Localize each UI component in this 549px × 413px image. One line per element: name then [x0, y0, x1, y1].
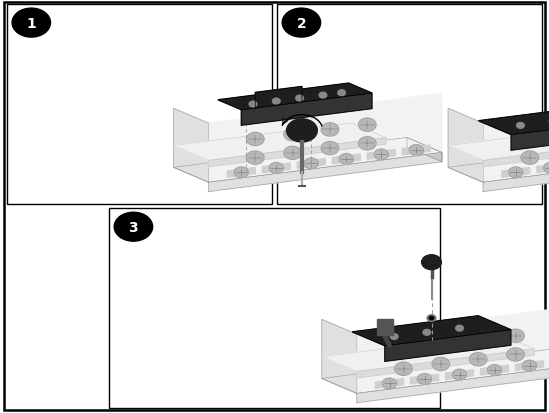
Polygon shape — [322, 320, 357, 393]
Circle shape — [469, 334, 487, 347]
Polygon shape — [407, 138, 442, 162]
Polygon shape — [367, 150, 395, 160]
Polygon shape — [227, 168, 255, 178]
Circle shape — [338, 90, 345, 96]
Circle shape — [321, 142, 339, 155]
Polygon shape — [385, 330, 511, 361]
FancyBboxPatch shape — [277, 5, 542, 204]
Circle shape — [432, 358, 450, 371]
Circle shape — [284, 147, 301, 160]
Circle shape — [247, 133, 264, 146]
Circle shape — [296, 96, 304, 102]
Circle shape — [422, 255, 441, 270]
Circle shape — [469, 353, 487, 366]
Circle shape — [358, 119, 376, 132]
Circle shape — [374, 150, 389, 160]
Polygon shape — [402, 146, 430, 156]
Polygon shape — [357, 364, 549, 403]
Polygon shape — [411, 374, 439, 384]
Polygon shape — [357, 349, 534, 378]
Polygon shape — [209, 153, 442, 192]
Circle shape — [12, 9, 51, 38]
Polygon shape — [483, 94, 549, 183]
Polygon shape — [209, 138, 386, 167]
Polygon shape — [502, 168, 530, 178]
Circle shape — [417, 374, 432, 385]
Circle shape — [488, 365, 502, 375]
Circle shape — [284, 128, 301, 142]
Polygon shape — [446, 370, 473, 380]
Circle shape — [523, 360, 537, 371]
Circle shape — [456, 325, 463, 331]
Circle shape — [507, 330, 524, 343]
Circle shape — [432, 339, 450, 352]
Polygon shape — [173, 109, 209, 183]
Circle shape — [287, 119, 317, 142]
Circle shape — [423, 330, 430, 335]
Polygon shape — [242, 94, 372, 126]
Circle shape — [390, 334, 398, 339]
Polygon shape — [322, 334, 534, 372]
Polygon shape — [537, 164, 549, 173]
Circle shape — [544, 163, 549, 174]
Polygon shape — [483, 138, 549, 167]
Polygon shape — [209, 94, 442, 183]
Polygon shape — [218, 84, 372, 110]
Circle shape — [234, 168, 248, 178]
Polygon shape — [322, 349, 549, 393]
Circle shape — [521, 152, 539, 165]
Text: 3: 3 — [128, 220, 138, 234]
Circle shape — [321, 123, 339, 137]
FancyBboxPatch shape — [377, 319, 393, 336]
Polygon shape — [357, 305, 549, 393]
Circle shape — [427, 315, 436, 322]
Circle shape — [395, 362, 412, 375]
Circle shape — [507, 348, 524, 361]
Text: 2: 2 — [296, 17, 306, 31]
Circle shape — [247, 152, 264, 165]
Circle shape — [429, 317, 434, 320]
Polygon shape — [478, 105, 549, 135]
Polygon shape — [448, 123, 549, 161]
FancyBboxPatch shape — [109, 209, 440, 408]
Circle shape — [409, 145, 423, 156]
Polygon shape — [480, 365, 508, 375]
Circle shape — [304, 159, 318, 169]
Circle shape — [272, 99, 280, 105]
Polygon shape — [516, 361, 544, 370]
Circle shape — [114, 213, 153, 242]
Circle shape — [517, 123, 524, 129]
Circle shape — [339, 154, 354, 165]
Polygon shape — [262, 164, 290, 173]
Polygon shape — [332, 154, 360, 164]
Circle shape — [249, 102, 257, 108]
FancyBboxPatch shape — [7, 5, 272, 204]
FancyBboxPatch shape — [4, 3, 545, 410]
Circle shape — [319, 93, 327, 99]
Polygon shape — [448, 138, 549, 183]
Polygon shape — [298, 159, 325, 169]
Circle shape — [452, 369, 467, 380]
Circle shape — [395, 344, 412, 357]
Circle shape — [508, 168, 523, 178]
Polygon shape — [173, 123, 386, 161]
Polygon shape — [173, 138, 442, 183]
Polygon shape — [483, 153, 549, 192]
Polygon shape — [376, 379, 404, 388]
Circle shape — [269, 163, 283, 174]
Text: 1: 1 — [26, 17, 36, 31]
Polygon shape — [352, 316, 511, 346]
Polygon shape — [511, 119, 549, 151]
Circle shape — [521, 133, 539, 146]
Circle shape — [358, 138, 376, 151]
Polygon shape — [255, 87, 302, 109]
Circle shape — [282, 9, 321, 38]
Polygon shape — [448, 109, 483, 183]
Circle shape — [382, 378, 396, 389]
